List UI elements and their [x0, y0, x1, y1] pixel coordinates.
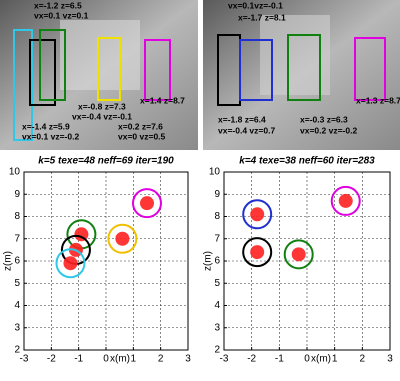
- x-tick-label: 2: [360, 354, 366, 365]
- target-points: [115, 231, 130, 246]
- image-label: vx=0.1 vz=0.1: [34, 10, 89, 20]
- y-tick-label: 8: [214, 211, 220, 222]
- y-tick-label: 7: [214, 233, 220, 244]
- x-tick-label: 0: [304, 354, 310, 365]
- image-label: vx=0.2 vz=-0.2: [300, 125, 357, 135]
- image-label: x=1.4 z=8.7: [140, 95, 185, 105]
- x-tick-label: -2: [247, 354, 256, 365]
- image-label: x=-0.3 z=6.3: [300, 114, 348, 124]
- target-points: [250, 245, 265, 260]
- target-circle: [330, 185, 361, 216]
- y-tick-label: 6: [214, 256, 220, 267]
- target-circle: [132, 188, 162, 219]
- y-tick-label: 3: [14, 322, 20, 333]
- image-label: x=1.3 z=8.7: [356, 95, 400, 105]
- x-tick-label: 1: [332, 354, 338, 365]
- target-points: [338, 193, 353, 208]
- target-points: [291, 247, 306, 262]
- y-tick-label: 9: [14, 189, 20, 200]
- target-circle: [242, 199, 273, 230]
- target-points: [63, 256, 78, 271]
- plot-frame: [23, 171, 189, 351]
- image-label: vx=-0.4 vz=0.7: [218, 125, 275, 135]
- y-tick-label: 5: [14, 278, 20, 289]
- plot-title: k=5 texe=48 neff=69 iter=190: [38, 156, 174, 167]
- target-points: [74, 227, 89, 242]
- x-axis-label: x(m): [311, 354, 331, 365]
- y-tick-label: 5: [214, 278, 220, 289]
- image-label: vx=0 vz=0.5: [118, 131, 166, 141]
- x-tick-label: 3: [387, 354, 393, 365]
- y-tick-label: 8: [14, 211, 20, 222]
- image-label: x=-1.8 z=6.4: [218, 114, 266, 124]
- target-circle: [107, 223, 138, 254]
- image-label: x=-1.7 z=8.1: [238, 12, 286, 22]
- y-tick-label: 3: [214, 322, 220, 333]
- plot-title: k=4 texe=38 neff=60 iter=283: [239, 156, 375, 167]
- image-label: x=-0.8 z=7.3: [78, 101, 126, 111]
- y-tick-label: 2: [214, 345, 220, 356]
- x-tick-label: -1: [74, 354, 83, 365]
- y-tick-label: 4: [14, 300, 20, 311]
- x-tick-label: 3: [185, 354, 191, 365]
- y-tick-label: 7: [14, 233, 20, 244]
- x-tick-label: 1: [131, 354, 137, 365]
- y-tick-label: 4: [214, 300, 220, 311]
- image-label: vx=-0.4 vz=-0.1: [72, 111, 132, 121]
- camera-image: [203, 0, 400, 150]
- target-circle: [283, 239, 314, 270]
- target-circle: [55, 248, 86, 279]
- y-tick-label: 6: [14, 256, 20, 267]
- y-tick-label: 2: [14, 345, 20, 356]
- y-tick-label: 9: [214, 189, 220, 200]
- camera-image: [0, 0, 198, 150]
- x-tick-label: 0: [103, 354, 109, 365]
- y-axis-label: z(m): [3, 251, 14, 271]
- image-label: x=-1.2 z=6.5: [34, 0, 82, 10]
- x-tick-label: 2: [158, 354, 164, 365]
- image-label: vx=0.1 vz=-0.2: [22, 131, 79, 141]
- x-tick-label: -2: [47, 354, 56, 365]
- x-tick-label: -3: [20, 354, 29, 365]
- image-label: x=-1.4 z=5.9: [22, 121, 70, 131]
- x-tick-label: -1: [275, 354, 284, 365]
- x-tick-label: -3: [220, 354, 229, 365]
- image-label: vx=0.1vz=-0.1: [228, 0, 283, 10]
- y-tick-label: 10: [9, 167, 21, 178]
- target-circle: [242, 237, 273, 268]
- image-label: x=0.2 z=7.6: [118, 121, 163, 131]
- target-points: [140, 196, 154, 211]
- plot-frame: [223, 171, 391, 351]
- target-points: [250, 207, 265, 222]
- y-tick-label: 10: [209, 167, 221, 178]
- x-axis-label: x(m): [110, 354, 130, 365]
- y-axis-label: z(m): [203, 251, 214, 271]
